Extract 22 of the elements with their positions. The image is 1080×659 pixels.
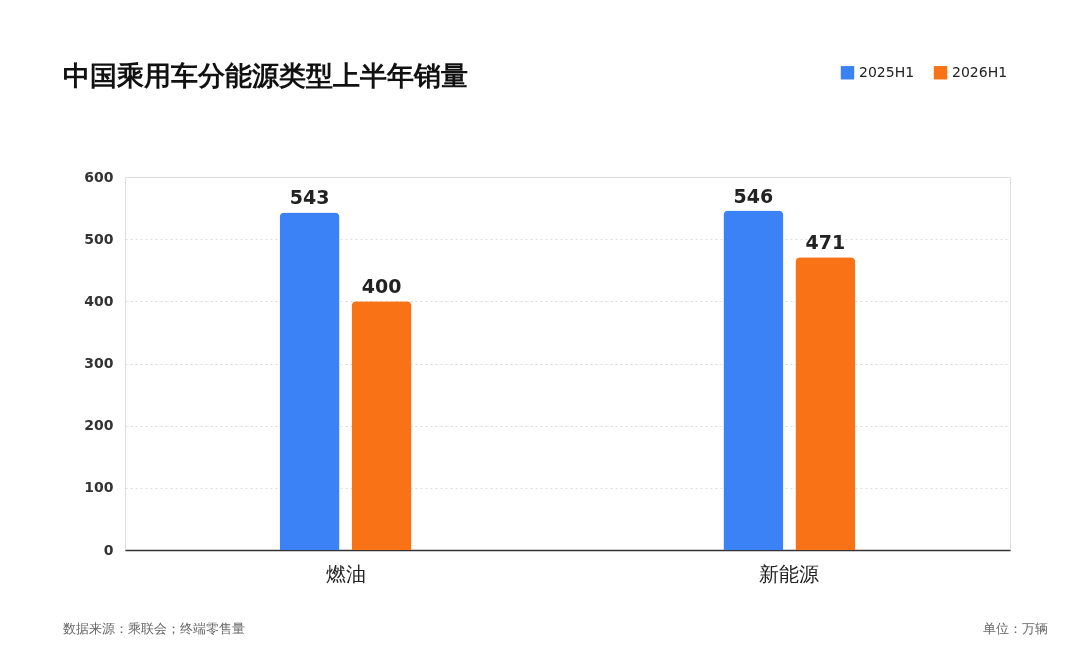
y-tick-label: 400 <box>84 292 114 309</box>
text: 单位：万辆 <box>983 621 1048 636</box>
legend-label: 2026H1 <box>952 63 1008 80</box>
bar <box>351 301 412 550</box>
chart-title: 中国乘用车分能源类型上半年销量 <box>63 60 468 91</box>
y-tick-label: 600 <box>84 168 114 185</box>
bar <box>279 212 340 550</box>
data-label: 543 <box>289 186 330 209</box>
x-tick-label: 新能源 <box>759 561 820 586</box>
y-tick-label: 0 <box>103 541 114 558</box>
bar <box>795 257 856 550</box>
data-label: 400 <box>361 275 402 298</box>
y-tick-label: 300 <box>84 355 114 371</box>
data-label: 546 <box>733 184 774 207</box>
bar <box>723 210 784 550</box>
y-tick-label: 500 <box>84 230 114 247</box>
legend-label: 2025H1 <box>859 63 915 80</box>
source-note: 数据来源：乘联会；终端零售量 <box>63 621 245 636</box>
data-label: 471 <box>805 231 846 254</box>
y-tick-label: 100 <box>84 479 114 496</box>
x-tick-label: 燃油 <box>325 561 366 586</box>
y-tick-label: 200 <box>84 417 114 434</box>
